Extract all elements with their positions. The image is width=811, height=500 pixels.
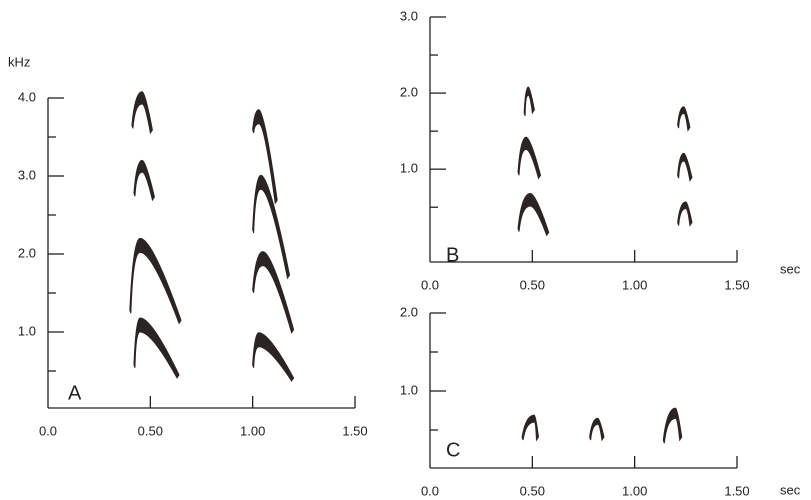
syllable	[523, 86, 535, 117]
syllable	[133, 317, 180, 379]
x-axis-label: sec	[780, 482, 801, 497]
x-tick-label: 0.50	[138, 423, 163, 438]
syllable	[252, 251, 295, 334]
syllable	[589, 417, 605, 442]
panel-letter: C	[446, 439, 460, 461]
x-tick-label: 0.0	[39, 423, 57, 438]
y-tick-label: 2.0	[18, 245, 36, 260]
syllable	[662, 407, 683, 444]
x-axis-label: sec	[780, 261, 801, 276]
x-tick-label: 0.0	[421, 483, 439, 498]
x-tick-label: 1.50	[342, 423, 367, 438]
y-tick-label: 3.0	[18, 167, 36, 182]
x-tick-label: 1.00	[622, 483, 647, 498]
y-tick-label: 1.0	[400, 161, 418, 176]
x-tick-label: 0.50	[520, 277, 545, 292]
syllable	[133, 159, 155, 202]
y-tick-label: 1.0	[18, 323, 36, 338]
syllable	[131, 91, 153, 135]
panel-letter: B	[446, 244, 459, 266]
syllable	[517, 136, 542, 180]
syllable	[129, 237, 182, 325]
x-tick-label: 0.50	[520, 483, 545, 498]
x-tick-label: 1.00	[622, 277, 647, 292]
panel-letter: A	[68, 382, 82, 404]
y-axis-label: kHz	[8, 54, 30, 69]
y-tick-label: 2.0	[400, 85, 418, 100]
syllable	[677, 106, 691, 132]
syllable	[517, 193, 550, 237]
syllable	[521, 414, 539, 442]
x-tick-label: 1.50	[724, 277, 749, 292]
y-tick-label: 1.0	[400, 382, 418, 397]
x-tick-label: 1.50	[724, 483, 749, 498]
syllable	[677, 201, 693, 227]
y-tick-label: 2.0	[400, 304, 418, 319]
x-tick-label: 0.0	[421, 277, 439, 292]
x-tick-label: 1.00	[240, 423, 265, 438]
y-tick-label: 3.0	[400, 8, 418, 23]
syllable	[252, 174, 291, 280]
syllable	[252, 332, 295, 382]
syllable	[252, 109, 278, 205]
y-tick-label: 4.0	[18, 89, 36, 104]
syllable	[677, 152, 693, 182]
